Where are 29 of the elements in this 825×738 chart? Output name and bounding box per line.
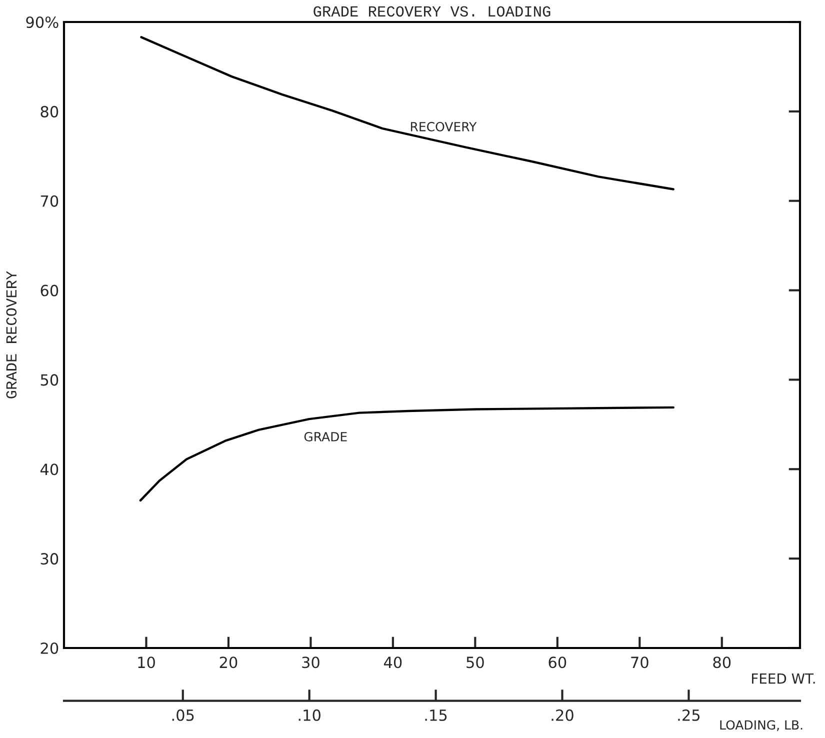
y-tick-label: 80 <box>40 106 58 118</box>
x2-tick-label: .20 <box>552 709 574 721</box>
series-label: GRADE <box>304 432 347 442</box>
y-tick-label: 60 <box>40 284 58 296</box>
x2-tick-label: .15 <box>425 710 447 721</box>
series-label: RECOVERY <box>410 122 477 132</box>
x-tick-label: 80 <box>713 656 731 668</box>
x-tick-label: 60 <box>548 656 566 668</box>
x-tick-label: 20 <box>220 656 238 668</box>
y-axis-title: GRADE RECOVERY <box>6 271 17 398</box>
x-tick-label: 50 <box>466 656 484 668</box>
x-tick-label: 70 <box>631 656 648 668</box>
x2-tick-label: .10 <box>298 709 320 721</box>
x2-axis-title: LOADING, LB. <box>720 720 802 731</box>
x-tick-label: 30 <box>302 656 320 668</box>
y-tick-label: 20 <box>40 642 58 654</box>
chart-title: GRADE RECOVERY VS. LOADING <box>314 6 550 17</box>
line-series <box>140 36 674 190</box>
x-tick-label: 40 <box>384 656 402 668</box>
line-series <box>139 406 674 502</box>
x-axis-title: FEED WT. <box>752 673 815 684</box>
y-tick-label: 90% <box>26 16 58 28</box>
y-tick-label: 30 <box>40 553 58 565</box>
x-tick-label: 10 <box>138 656 155 668</box>
y-tick-label: 70 <box>40 195 58 207</box>
y-tick-label: 40 <box>40 464 58 476</box>
x2-tick-label: .25 <box>678 709 700 721</box>
y-tick-label: 50 <box>40 374 58 386</box>
x2-tick-label: .05 <box>172 709 194 721</box>
